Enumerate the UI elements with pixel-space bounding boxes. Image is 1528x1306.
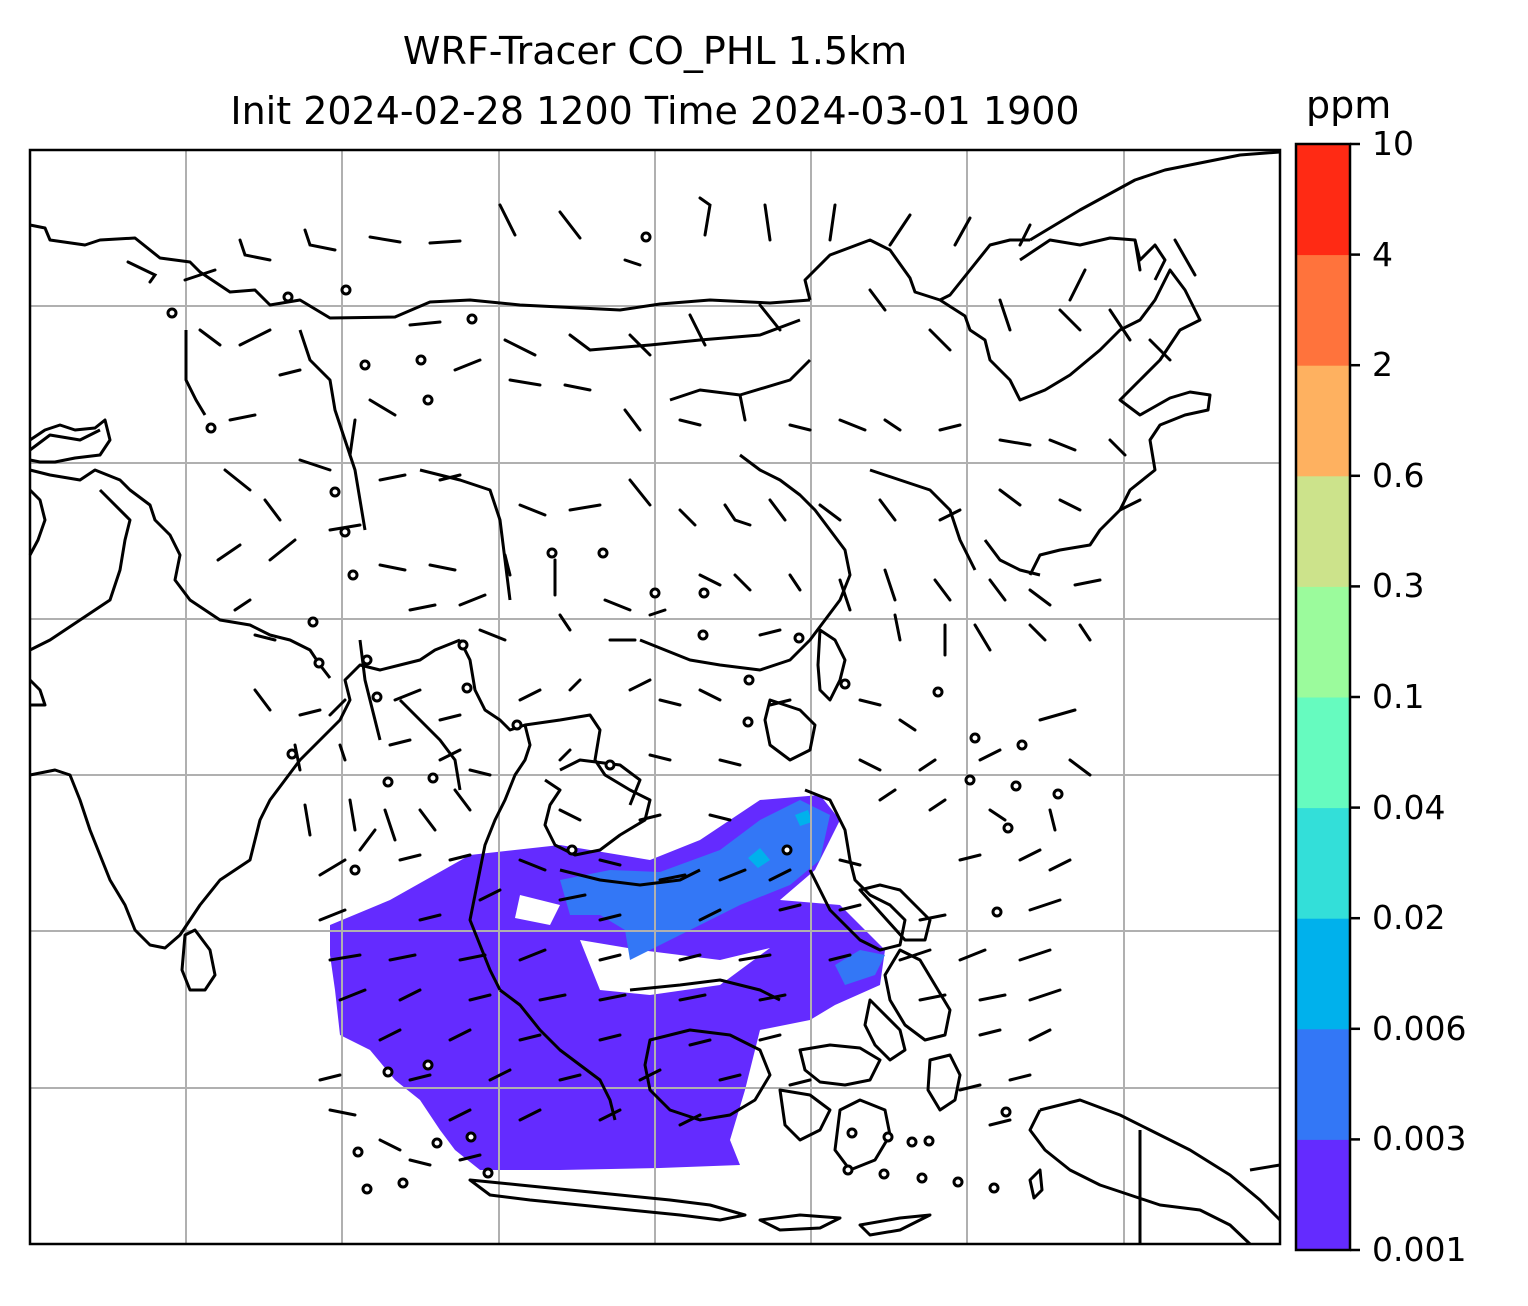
colorbar-block: [1296, 697, 1350, 809]
wind-barbs: [126, 196, 1197, 1167]
tracer-layer-0-003: [835, 950, 885, 985]
coastlines: [28, 150, 1282, 1246]
tracer-concentration-field: [330, 795, 885, 1170]
plot-title-line1: WRF-Tracer CO_PHL 1.5km: [402, 29, 908, 73]
colorbar-tick-label: 10: [1372, 124, 1414, 163]
tracer-gap: [515, 895, 560, 925]
colorbar-tick-label: 2: [1372, 345, 1393, 385]
colorbar-tick-label: 0.1: [1372, 677, 1425, 716]
colorbar-tick-label: 0.3: [1372, 566, 1425, 606]
colorbar-block: [1296, 1028, 1350, 1140]
map-frame: [28, 148, 1282, 1246]
colorbar-block: [1296, 475, 1350, 587]
tracer-layer-0-006: [748, 848, 770, 868]
tracer-layer-0-003: [560, 800, 830, 960]
colorbar-block: [1296, 144, 1350, 256]
colorbar-ticks: [1350, 142, 1360, 1252]
colorbar-tick-label: 0.02: [1372, 898, 1446, 938]
plot-title-line2: Init 2024-02-28 1200 Time 2024-03-01 190…: [230, 89, 1080, 133]
colorbar-tick-label: 0.04: [1372, 787, 1446, 827]
colorbar-tick-label: 0.006: [1372, 1008, 1467, 1048]
colorbar-blocks: [1296, 144, 1350, 1251]
colorbar-block: [1296, 254, 1350, 366]
colorbar-block: [1296, 365, 1350, 477]
colorbar-tick-label: 4: [1372, 234, 1393, 274]
colorbar-unit-label: ppm: [1306, 83, 1392, 127]
colorbar-block: [1296, 586, 1350, 698]
calm-wind-markers: [166, 231, 1064, 1195]
tracer-layer-0-006: [795, 810, 812, 826]
colorbar-tick-label: 0.6: [1372, 455, 1425, 495]
colorbar-block: [1296, 918, 1350, 1030]
colorbar-block: [1296, 807, 1350, 919]
colorbar-tick-label: 0.001: [1372, 1230, 1467, 1269]
colorbar-block: [1296, 1139, 1350, 1251]
colorbar-tick-label: 0.003: [1372, 1119, 1467, 1159]
